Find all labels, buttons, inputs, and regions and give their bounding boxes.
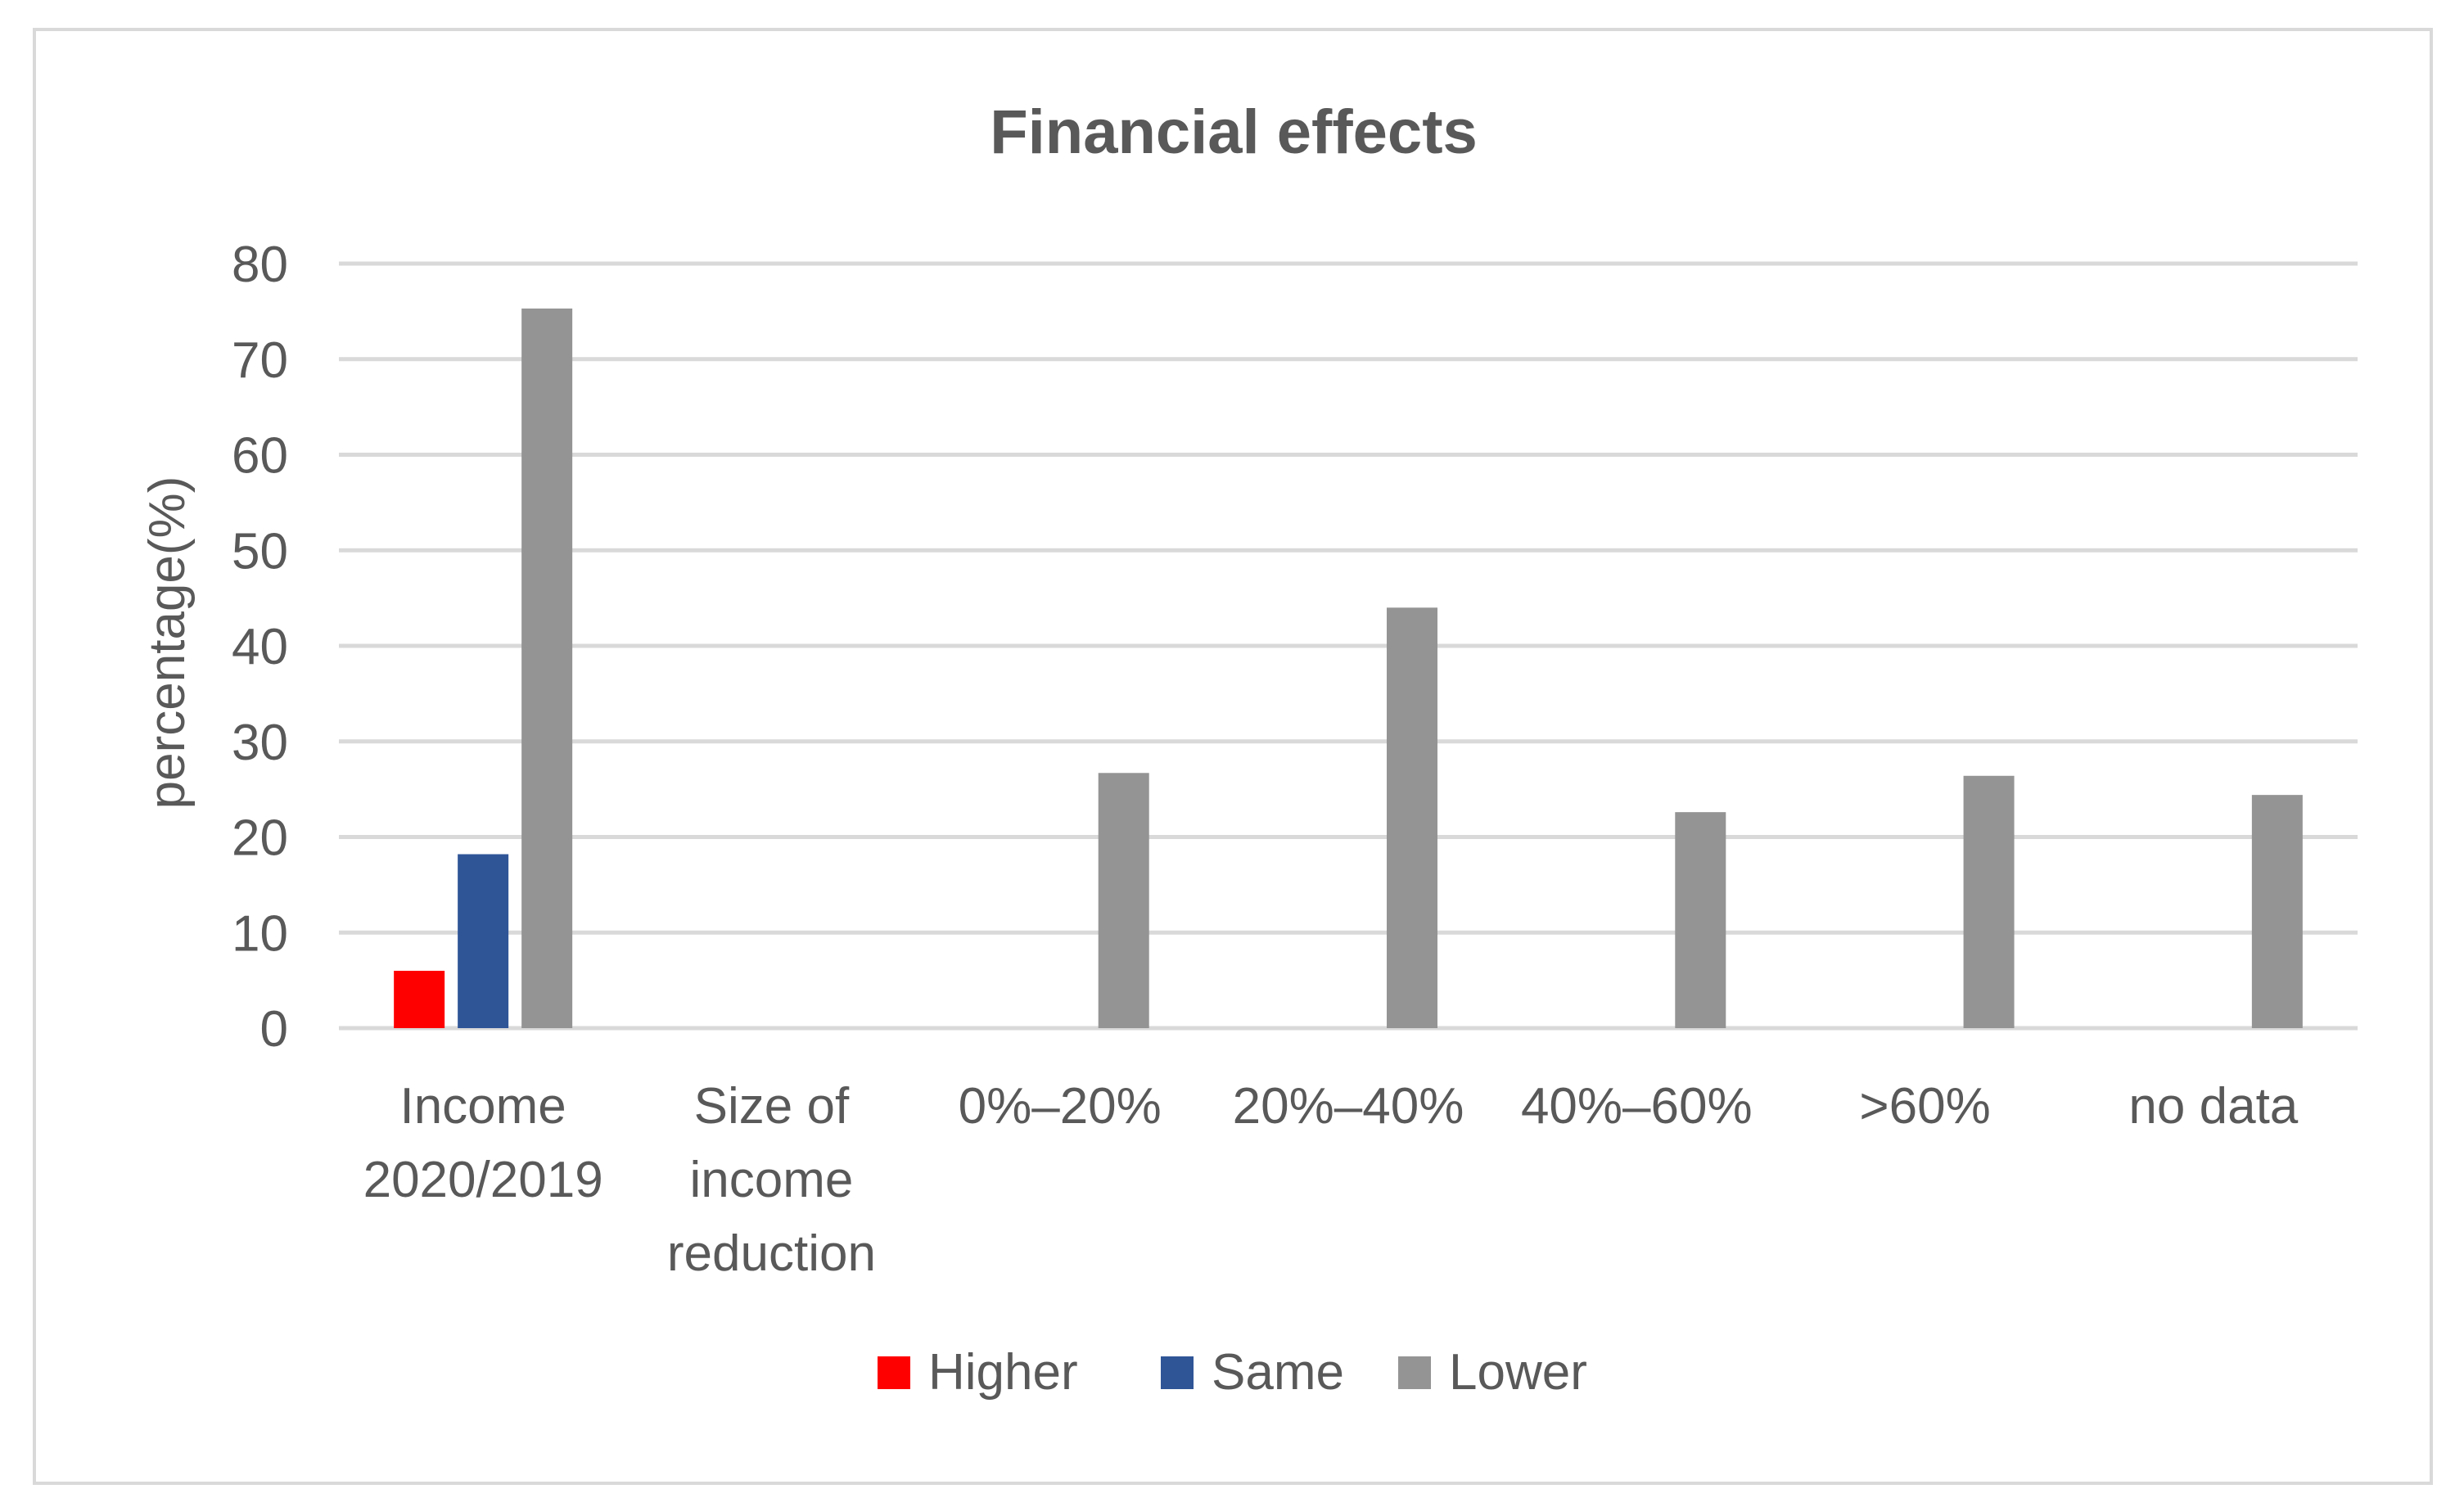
legend-swatch-lower <box>1398 1356 1431 1389</box>
y-tick-label: 80 <box>232 237 288 293</box>
bars <box>394 308 2303 1028</box>
legend-swatch-same <box>1161 1356 1194 1389</box>
y-axis-ticks: 0 10 20 30 40 50 60 70 80 <box>232 237 288 1058</box>
y-tick-label: 30 <box>232 715 288 771</box>
x-tick-label: Income 2020/2019 <box>363 1078 603 1208</box>
y-tick-label: 50 <box>232 523 288 580</box>
bar-lower-2 <box>1098 773 1149 1028</box>
y-tick-label: 20 <box>232 810 288 867</box>
x-tick-label: no data <box>2128 1078 2298 1135</box>
legend-label-lower: Lower <box>1449 1344 1587 1401</box>
bar-same-0 <box>458 854 509 1028</box>
bar-lower-3 <box>1387 607 1437 1028</box>
y-tick-label: 10 <box>232 905 288 962</box>
x-tick-label: >60% <box>1859 1078 1990 1135</box>
bar-higher-0 <box>394 970 445 1028</box>
x-axis-ticks: Income 2020/2019 Size of income reduction 0%–… <box>363 1078 2299 1282</box>
legend-swatch-higher <box>878 1356 910 1389</box>
y-axis-label: percentage(%) <box>139 476 196 810</box>
bar-lower-0 <box>521 308 573 1028</box>
x-tick-label: 20%–40% <box>1233 1078 1464 1135</box>
y-tick-label: 70 <box>232 332 288 389</box>
x-tick-label: 40%–60% <box>1521 1078 1753 1135</box>
chart-title: Financial effects <box>990 97 1478 167</box>
y-tick-label: 60 <box>232 428 288 485</box>
bar-lower-4 <box>1675 812 1726 1028</box>
gridlines <box>339 261 2358 1031</box>
chart-frame <box>33 28 2433 1485</box>
y-tick-label: 0 <box>260 1001 288 1058</box>
bar-lower-6 <box>2251 795 2303 1028</box>
legend-label-same: Same <box>1212 1344 1344 1401</box>
legend: Higher Same Lower <box>878 1344 1587 1401</box>
x-tick-label: Size of income reduction <box>667 1078 876 1282</box>
legend-label-higher: Higher <box>928 1344 1078 1401</box>
y-tick-label: 40 <box>232 619 288 675</box>
x-tick-label: 0%–20% <box>959 1078 1162 1135</box>
bar-lower-5 <box>1963 775 2015 1028</box>
